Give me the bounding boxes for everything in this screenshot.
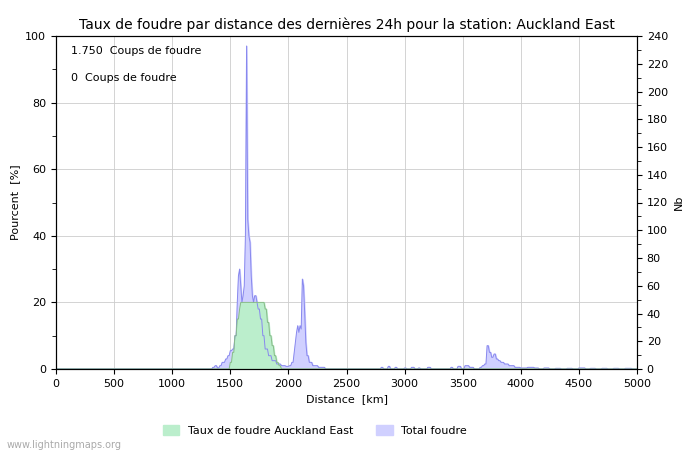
Y-axis label: Nb: Nb — [673, 195, 683, 210]
Y-axis label: Pourcent  [%]: Pourcent [%] — [10, 165, 20, 240]
Title: Taux de foudre par distance des dernières 24h pour la station: Auckland East: Taux de foudre par distance des dernière… — [78, 18, 615, 32]
Text: 0  Coups de foudre: 0 Coups de foudre — [71, 72, 176, 83]
Text: www.lightningmaps.org: www.lightningmaps.org — [7, 440, 122, 450]
Text: 1.750  Coups de foudre: 1.750 Coups de foudre — [71, 46, 201, 56]
X-axis label: Distance  [km]: Distance [km] — [305, 394, 388, 404]
Legend: Taux de foudre Auckland East, Total foudre: Taux de foudre Auckland East, Total foud… — [158, 420, 472, 440]
